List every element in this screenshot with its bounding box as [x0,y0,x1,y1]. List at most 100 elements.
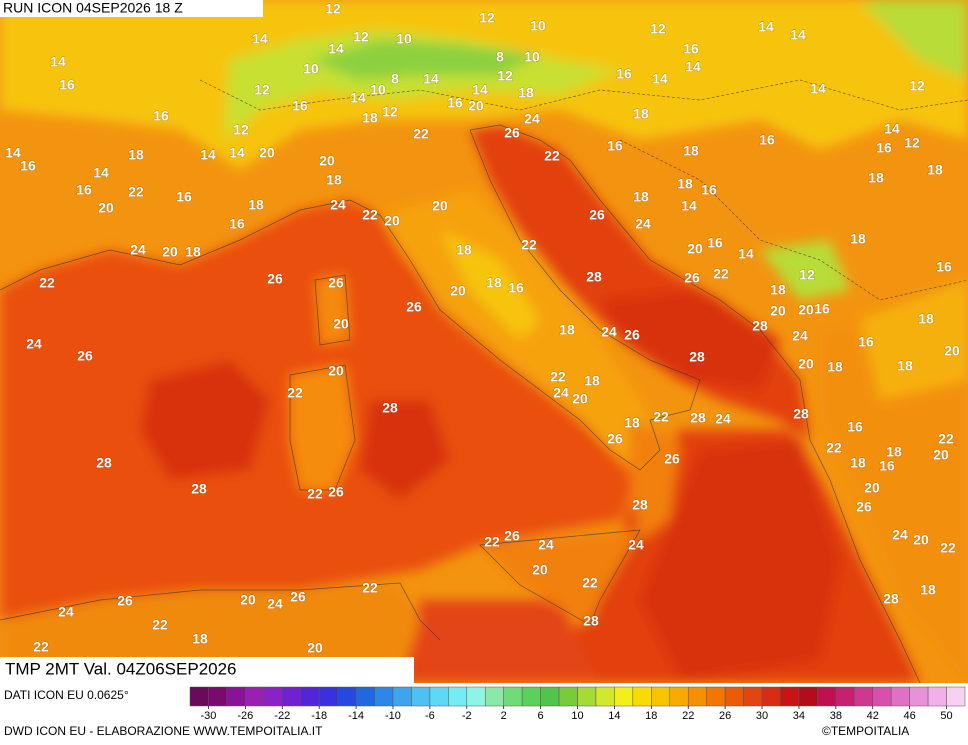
contour-label: 24 [130,242,146,258]
colorbar-swatch [282,686,301,707]
contour-label: 16 [59,77,75,93]
contour-label: 18 [559,322,575,338]
colorbar-tick-label: 38 [830,710,842,722]
contour-label: 14 [685,59,701,75]
colorbar-tick-label: 10 [571,710,583,722]
colorbar-swatch [263,686,283,707]
contour-label: 20 [240,592,256,608]
contour-label: 12 [479,10,495,26]
contour-label: 14 [423,71,439,87]
colorbar-swatch [411,686,431,707]
colorbar-tick-label: 2 [501,710,507,722]
contour-label: 16 [876,140,892,156]
contour-label: 16 [153,108,169,124]
colorbar-swatch [577,686,597,707]
contour-label: 18 [633,106,649,122]
colorbar-swatch [595,686,615,707]
contour-label: 18 [677,176,693,192]
contour-label: 18 [897,358,913,374]
colorbar-swatch [780,686,800,707]
contour-label: 18 [827,359,843,375]
contour-label: 28 [689,349,705,365]
contour-label: 22 [413,126,429,142]
contour-label: 22 [484,534,500,550]
source-label: DATI ICON EU 0.0625° [4,688,129,702]
contour-label: 18 [886,444,902,460]
contour-label: 26 [664,451,680,467]
contour-label: 14 [93,165,109,181]
contour-label: 26 [328,484,344,500]
colorbar-swatch [614,686,634,707]
colorbar-swatch [669,686,689,707]
contour-label: 24 [330,197,346,213]
colorbar-swatch [706,686,726,707]
colorbar-tick-label: 42 [867,710,879,722]
contour-label: 18 [868,170,884,186]
contour-label: 16 [936,259,952,275]
contour-label: 24 [892,527,908,543]
contour-label: 10 [396,31,412,47]
contour-label: 14 [681,198,697,214]
contour-label: 24 [26,336,42,352]
colorbar-swatch [798,686,818,707]
credit-label: DWD ICON EU - ELABORAZIONE WWW.TEMPOITAL… [4,724,323,738]
contour-label: 16 [847,419,863,435]
contour-label: 18 [683,143,699,159]
contour-label: 14 [790,27,806,43]
contour-label: 18 [584,373,600,389]
contour-label: 24 [792,328,808,344]
colorbar-tick-label: 50 [940,710,952,722]
contour-label: 22 [33,639,49,655]
contour-label: 26 [624,327,640,343]
contour-label: 16 [447,95,463,111]
contour-label: 28 [883,591,899,607]
contour-label: 20 [259,145,275,161]
colorbar-swatch [724,686,744,707]
contour-label: 20 [944,343,960,359]
contour-label: 20 [468,98,484,114]
contour-label: 16 [814,301,830,317]
contour-label: 12 [353,29,369,45]
colorbar-tick-label: -14 [348,710,364,722]
contour-label: 14 [472,82,488,98]
contour-label: 26 [406,299,422,315]
contour-label: 18 [326,172,342,188]
contour-label: 12 [650,21,666,37]
contour-label: 14 [884,121,900,137]
contour-label: 14 [5,145,21,161]
contour-label: 22 [582,575,598,591]
contour-label: 14 [652,71,668,87]
contour-label: 28 [191,481,207,497]
contour-label: 26 [117,593,133,609]
contour-label: 18 [850,231,866,247]
contour-label: 26 [589,207,605,223]
contour-label: 28 [690,410,706,426]
contour-label: 22 [362,580,378,596]
colorbar-swatch [392,686,412,707]
contour-label: 12 [904,135,920,151]
contour-label: 8 [496,49,504,65]
field-label: TMP 2MT Val. 04Z06SEP2026 [5,659,237,678]
colorbar-tick-label: -2 [462,710,472,722]
contour-label: 16 [508,280,524,296]
contour-label: 20 [864,480,880,496]
colorbar-tick-label: 30 [756,710,768,722]
colorbar-swatch [208,686,228,707]
contour-label: 18 [192,631,208,647]
contour-label: 16 [683,41,699,57]
contour-label: 10 [370,82,386,98]
colorbar-swatch [503,686,523,707]
contour-label: 12 [382,104,398,120]
contour-label: 14 [350,90,366,106]
colorbar-swatch [761,686,781,707]
colorbar-swatch [558,686,578,707]
colorbar-swatch [687,686,707,707]
contour-label: 26 [290,589,306,605]
contour-label: 24 [635,216,651,232]
contour-label: 24 [58,604,74,620]
contour-label: 18 [927,162,943,178]
contour-label: 28 [583,613,599,629]
contour-label: 22 [713,266,729,282]
colorbar-swatch [466,686,486,707]
